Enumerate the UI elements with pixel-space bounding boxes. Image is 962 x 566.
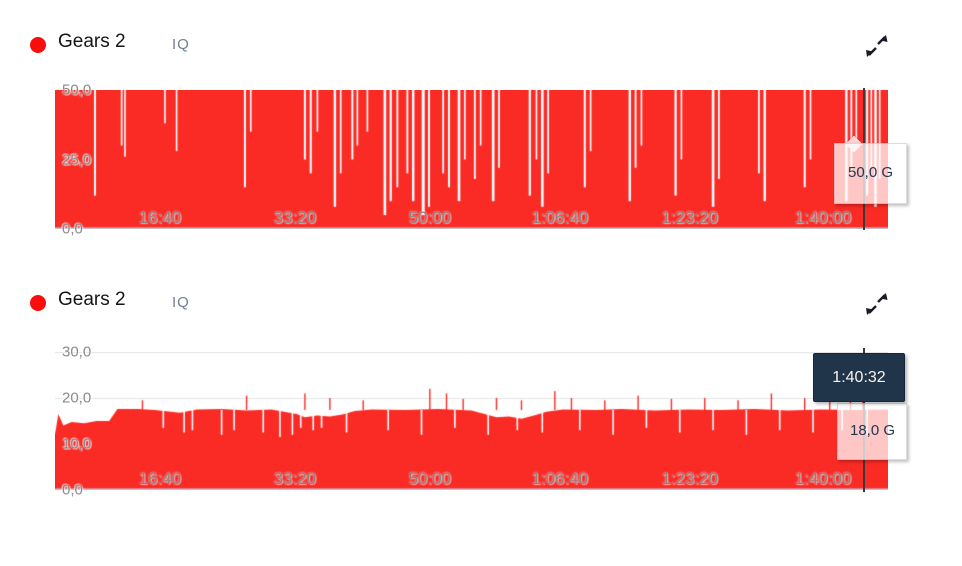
panel-subtitle: IQ <box>172 36 190 53</box>
tooltip-value-text: 18,0 G <box>850 422 896 439</box>
chart-plot-area[interactable]: 50,0 25,0 0,0 16:40 33:20 50:00 1:06:40 1:23:2… <box>55 82 888 238</box>
chart-panel-gears2-top: Gears 2 IQ 50,0 25,0 0,0 16:40 33:20 50:00 1:… <box>0 0 962 258</box>
panel-subtitle: IQ <box>172 294 190 311</box>
tooltip-value-text: 50,0 G <box>848 164 894 181</box>
chart-panel-gears2-bottom: Gears 2 IQ 30,0 20,0 10,0 0,0 16:40 33:20 50:… <box>0 258 962 566</box>
panel-title: Gears 2 <box>58 289 126 310</box>
chart-plot-area[interactable]: 30,0 20,0 10,0 0,0 16:40 33:20 50:00 1:06:40 1:… <box>55 344 888 499</box>
area-chart-canvas <box>55 352 888 490</box>
panel-title: Gears 2 <box>58 31 126 52</box>
series-color-dot-icon <box>30 295 46 311</box>
value-tooltip: 18,0 G <box>837 403 907 460</box>
value-tooltip: 50,0 G <box>834 143 907 204</box>
expand-diagonal-arrows-icon[interactable] <box>864 34 890 58</box>
tooltip-time-text: 1:40:32 <box>832 368 886 386</box>
time-tooltip: 1:40:32 <box>813 353 905 402</box>
series-color-dot-icon <box>30 37 46 53</box>
area-chart-canvas <box>55 90 888 229</box>
expand-diagonal-arrows-icon[interactable] <box>864 292 890 316</box>
